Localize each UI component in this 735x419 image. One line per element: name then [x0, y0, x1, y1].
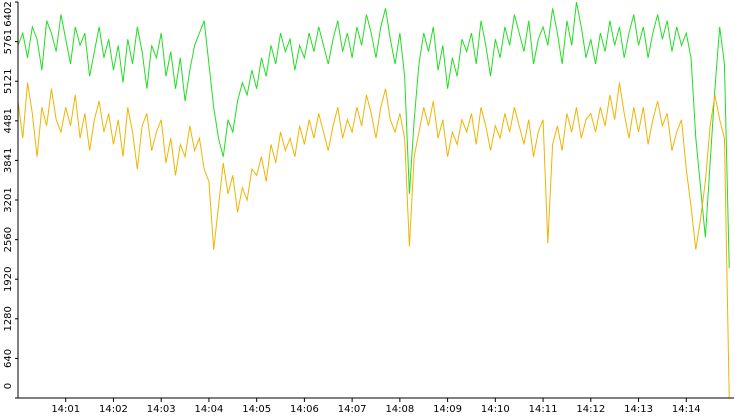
y-tick-label: 3201: [3, 187, 14, 212]
x-tick-label: 14:09: [433, 404, 462, 415]
x-tick-label: 14:04: [195, 404, 224, 415]
x-tick-label: 14:14: [672, 404, 701, 415]
x-tick-label: 14:07: [338, 404, 367, 415]
x-tick-label: 14:01: [51, 404, 80, 415]
y-tick-label: 2560: [3, 227, 14, 252]
y-tick-label: 1920: [3, 267, 14, 292]
x-tick-label: 14:03: [147, 404, 176, 415]
x-tick-label: 14:13: [624, 404, 653, 415]
y-tick-label: 640: [3, 349, 14, 368]
x-tick-label: 14:05: [242, 404, 271, 415]
y-tick-label: 4481: [3, 108, 14, 133]
y-tick-label: 3841: [3, 148, 14, 173]
y-tick-label: 0: [3, 383, 14, 389]
x-tick-label: 14:11: [529, 404, 558, 415]
x-tick-label: 14:06: [290, 404, 319, 415]
x-tick-label: 14:12: [576, 404, 605, 415]
x-tick-label: 14:10: [481, 404, 510, 415]
x-tick-label: 14:08: [385, 404, 414, 415]
y-tick-label: 5761: [3, 29, 14, 54]
series-line: [17, 82, 730, 399]
y-tick-label: 1280: [3, 306, 14, 331]
x-tick-label: 14:02: [99, 404, 128, 415]
series-line: [17, 2, 730, 269]
y-tick-label: 5121: [3, 69, 14, 94]
y-tick-label: 6402: [3, 1, 14, 26]
